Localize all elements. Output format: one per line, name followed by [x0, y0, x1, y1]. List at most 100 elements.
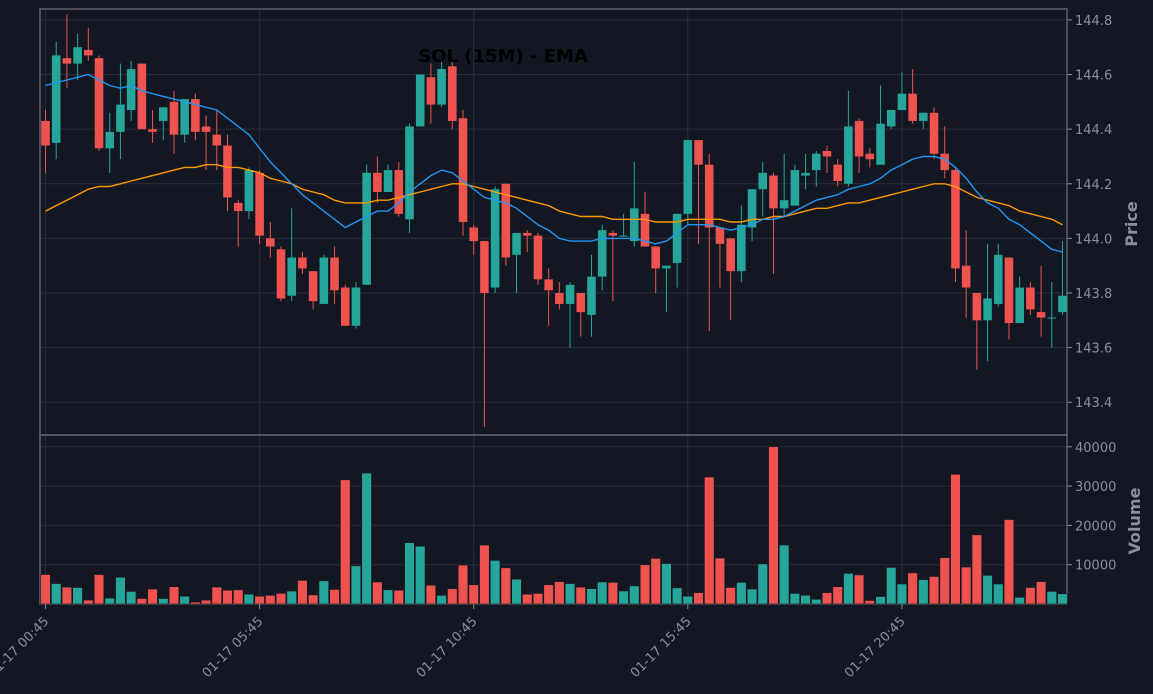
volume-bar: [479, 544, 490, 605]
candle-body: [490, 189, 500, 288]
volume-bar: [1003, 519, 1015, 605]
volume-bar: [318, 580, 329, 605]
candle-body: [480, 241, 489, 293]
candle-body: [640, 213, 650, 247]
candle-body: [448, 66, 457, 121]
volume-bar: [1014, 597, 1025, 605]
volume-bar: [564, 583, 576, 605]
candle-body: [779, 200, 789, 209]
volume-bar: [811, 598, 822, 605]
volume-tick-label: 30000: [1075, 480, 1116, 495]
volume-bar: [1057, 593, 1068, 605]
price-tick-label: 143.4: [1075, 396, 1112, 411]
volume-bar: [875, 596, 886, 605]
volume-bar: [693, 592, 704, 605]
price-axis-ticks: 143.4 143.6 143.8 144.0 144.2 144.4 144.6 144.8: [1067, 14, 1112, 411]
price-axis-label: Price: [1122, 201, 1141, 247]
candle-body: [929, 112, 939, 154]
volume-bar: [993, 583, 1004, 605]
price-tick-label: 143.8: [1075, 287, 1112, 302]
volume-bar: [757, 563, 768, 605]
candle-body: [201, 126, 211, 132]
candle-body: [319, 257, 329, 304]
volume-bar: [382, 589, 394, 605]
candle-body: [597, 230, 607, 277]
volume-bar: [393, 589, 404, 605]
price-tick-label: 144.8: [1075, 14, 1112, 29]
candle-body: [811, 153, 821, 171]
volume-bar: [436, 595, 447, 605]
candle-body: [522, 232, 532, 236]
candle-body: [1015, 287, 1024, 324]
candle-body: [458, 118, 468, 222]
candle-body: [822, 151, 832, 157]
candle-body: [383, 170, 393, 192]
candle-body: [704, 164, 714, 228]
volume-bar: [821, 592, 833, 605]
candle-body: [651, 246, 660, 269]
candle-body: [662, 265, 671, 269]
volume-bar: [532, 593, 544, 605]
candle-body: [758, 172, 768, 190]
volume-bars: [40, 446, 1068, 605]
candle-body: [972, 293, 982, 321]
volume-bar: [254, 595, 265, 605]
volume-bar: [896, 583, 908, 605]
volume-tick-label: 10000: [1075, 559, 1116, 574]
volume-bar: [93, 574, 105, 605]
volume-bar: [275, 593, 287, 605]
candle-body: [94, 58, 104, 149]
volume-axis-label: Volume: [1125, 487, 1144, 554]
candle-body: [726, 238, 735, 272]
price-tick-label: 144.4: [1075, 123, 1112, 138]
volume-tick-label: 40000: [1075, 441, 1116, 456]
volume-bar: [211, 586, 222, 605]
volume-bar: [768, 446, 779, 605]
candle-body: [876, 123, 885, 165]
candle-body: [169, 101, 179, 135]
volume-bar: [554, 581, 565, 605]
candle-body: [951, 170, 960, 269]
volume-bar: [104, 597, 115, 605]
volume-bar: [457, 564, 469, 605]
candle-body: [469, 227, 478, 242]
candle-body: [919, 112, 928, 121]
volume-bar: [83, 599, 94, 605]
volume-bar: [425, 584, 437, 605]
candle-body: [308, 271, 318, 302]
price-tick-label: 143.6: [1075, 342, 1112, 357]
candle-body: [833, 164, 842, 182]
candle-body: [73, 47, 82, 64]
volume-bar: [51, 583, 62, 605]
volume-bar: [222, 589, 233, 605]
candle-body: [62, 58, 72, 64]
candle-body: [137, 63, 147, 130]
candle-body: [84, 49, 93, 56]
candle-body: [694, 140, 703, 165]
volume-bar: [639, 564, 651, 605]
candle-body: [180, 99, 189, 135]
volume-bar: [372, 581, 383, 605]
candle-body: [223, 145, 232, 198]
candle-body: [565, 284, 575, 304]
volume-bar: [233, 589, 244, 605]
ema-slow-line: [45, 164, 1063, 226]
candle-body: [351, 287, 361, 326]
candle-body: [191, 99, 200, 132]
volume-bar: [1046, 591, 1057, 605]
candle-body: [330, 257, 339, 291]
volume-bar: [243, 593, 255, 605]
volume-bar: [500, 567, 511, 605]
candle-body: [148, 129, 157, 132]
candle-body: [1036, 312, 1046, 318]
volume-bar: [415, 545, 426, 605]
candle-body: [244, 170, 254, 212]
volume-bar: [586, 588, 597, 605]
volume-bar: [714, 557, 726, 605]
volume-bar: [607, 582, 619, 605]
chart-title: SOL (15M) - EMA: [418, 46, 588, 67]
volume-axis-ticks: 10000 20000 30000 40000: [1067, 441, 1116, 574]
ema-fast-line: [45, 73, 1063, 253]
volume-bar: [179, 595, 190, 605]
volume-bar: [136, 598, 147, 605]
